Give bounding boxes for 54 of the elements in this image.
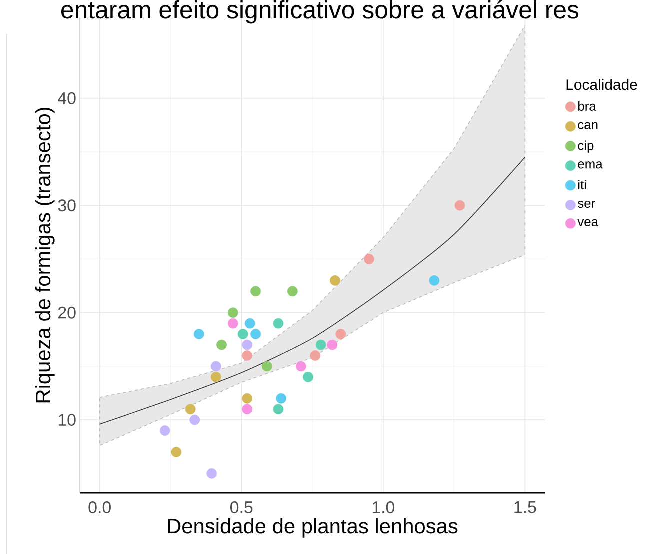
point — [242, 340, 252, 350]
point — [454, 200, 466, 211]
point — [330, 275, 340, 286]
point — [364, 254, 374, 264]
point — [316, 340, 326, 350]
y-tick-label: 40 — [58, 92, 76, 104]
point — [171, 447, 182, 458]
y-tick-label: 20 — [58, 306, 76, 319]
line-series — [99, 156, 526, 425]
point — [242, 404, 252, 415]
x-tick-label: 1.5 — [514, 502, 536, 514]
legend-label: ser — [578, 200, 596, 208]
legend-label: bra — [578, 101, 596, 111]
legend-label: cip — [578, 140, 594, 153]
y-tick-label: 30 — [58, 200, 76, 212]
point — [242, 350, 252, 361]
legend-label: iti — [578, 180, 586, 190]
point — [242, 393, 252, 404]
legend-label: vea — [578, 219, 599, 226]
y-tick-label: 10 — [58, 414, 76, 426]
point — [185, 404, 196, 415]
point — [296, 361, 306, 372]
point — [216, 340, 227, 350]
point — [310, 350, 321, 361]
point — [206, 468, 218, 479]
y-axis-title: Riqueza de formigas (transecto) — [35, 108, 55, 403]
point — [210, 361, 222, 372]
point — [228, 308, 238, 318]
annotation: entaram efeito significativo sobre a variável res — [62, 0, 579, 24]
point — [160, 426, 170, 436]
legend-title: Localidade — [566, 79, 638, 90]
legend-label: ema — [578, 162, 603, 169]
x-tick-label: 1.0 — [372, 502, 395, 514]
point — [210, 372, 222, 382]
point — [327, 340, 338, 350]
point — [194, 329, 204, 340]
point — [276, 393, 287, 404]
point — [303, 372, 314, 382]
point — [273, 318, 284, 329]
point — [244, 318, 256, 329]
point — [190, 414, 200, 426]
point — [228, 318, 238, 329]
point — [250, 286, 262, 297]
x-tick-label: 0.0 — [88, 502, 111, 514]
point — [262, 361, 272, 372]
point — [429, 275, 440, 286]
x-axis-title: Densidade de plantas lenhosas — [168, 518, 458, 538]
point — [250, 329, 262, 340]
point — [287, 286, 298, 297]
point — [238, 329, 248, 340]
x-tick-label: 0.5 — [230, 502, 253, 514]
legend-label: can — [578, 122, 598, 130]
point — [336, 329, 346, 340]
point — [273, 404, 284, 415]
